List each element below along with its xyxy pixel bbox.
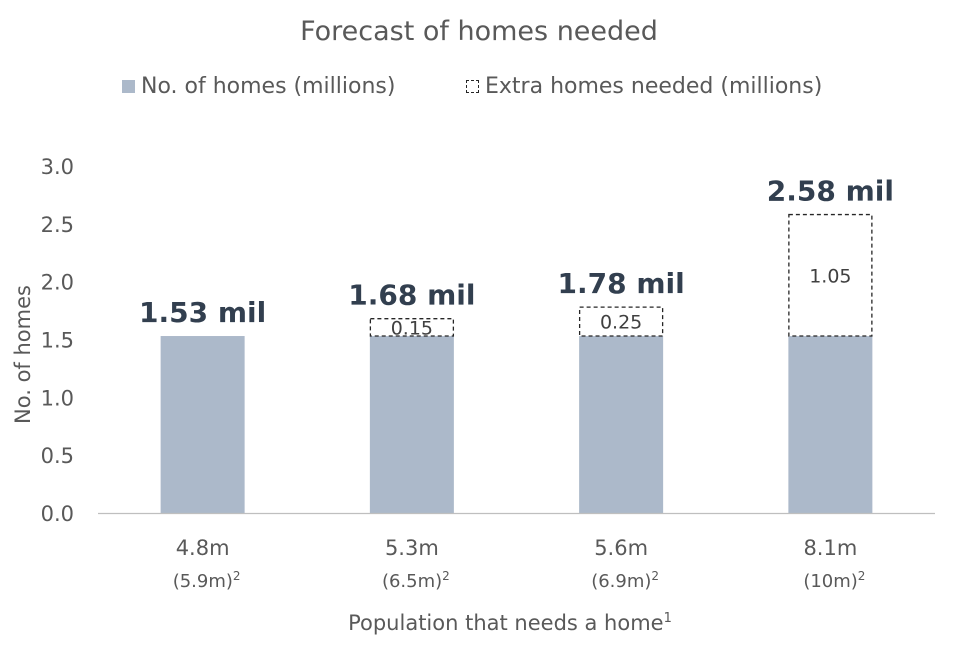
x-tick-label: 5.3m [385,536,439,560]
y-tick-label: 2.0 [41,271,74,295]
legend-swatch-homes [122,80,135,93]
y-tick-label: 1.0 [41,386,74,410]
x-tick-label: 8.1m [803,536,857,560]
total-data-label: 1.53 mil [139,296,266,329]
total-data-label: 2.58 mil [767,175,894,208]
x-tick-sublabel: (6.9m)2 [591,569,659,592]
bar-homes [788,336,873,513]
y-tick-label: 0.5 [41,444,74,468]
legend-label-extra: Extra homes needed (millions) [485,74,823,99]
chart-title: Forecast of homes needed [300,16,658,47]
legend-item-extra: Extra homes needed (millions) [466,74,822,99]
bar-extra [369,318,455,337]
x-tick-label: 5.6m [594,536,648,560]
y-tick-label: 2.5 [41,213,74,237]
y-tick-label: 0.0 [41,502,74,526]
y-tick-label: 1.5 [41,329,74,353]
legend-swatch-extra [466,80,479,93]
bar-extra [578,306,664,337]
y-axis-label: No. of homes [11,285,35,424]
legend: No. of homes (millions) Extra homes need… [0,74,958,104]
bar-homes [579,336,664,513]
x-tick-sublabel: (10m)2 [803,569,865,592]
extra-data-label: 0.25 [600,312,642,334]
total-data-label: 1.68 mil [348,279,475,312]
legend-label-homes: No. of homes (millions) [141,74,396,99]
total-data-label: 1.78 mil [558,267,685,300]
bar-extra [788,213,873,337]
x-tick-sublabel: (6.5m)2 [382,569,450,592]
legend-item-homes: No. of homes (millions) [122,74,395,99]
x-axis-label: Population that needs a home1 [348,611,672,635]
bar-homes [369,336,454,513]
x-tick-label: 4.8m [176,536,230,560]
y-tick-label: 3.0 [41,155,74,179]
x-tick-sublabel: (5.9m)2 [173,569,241,592]
extra-data-label: 0.15 [391,317,433,339]
extra-data-label: 1.05 [809,265,851,287]
bar-homes [160,336,245,513]
